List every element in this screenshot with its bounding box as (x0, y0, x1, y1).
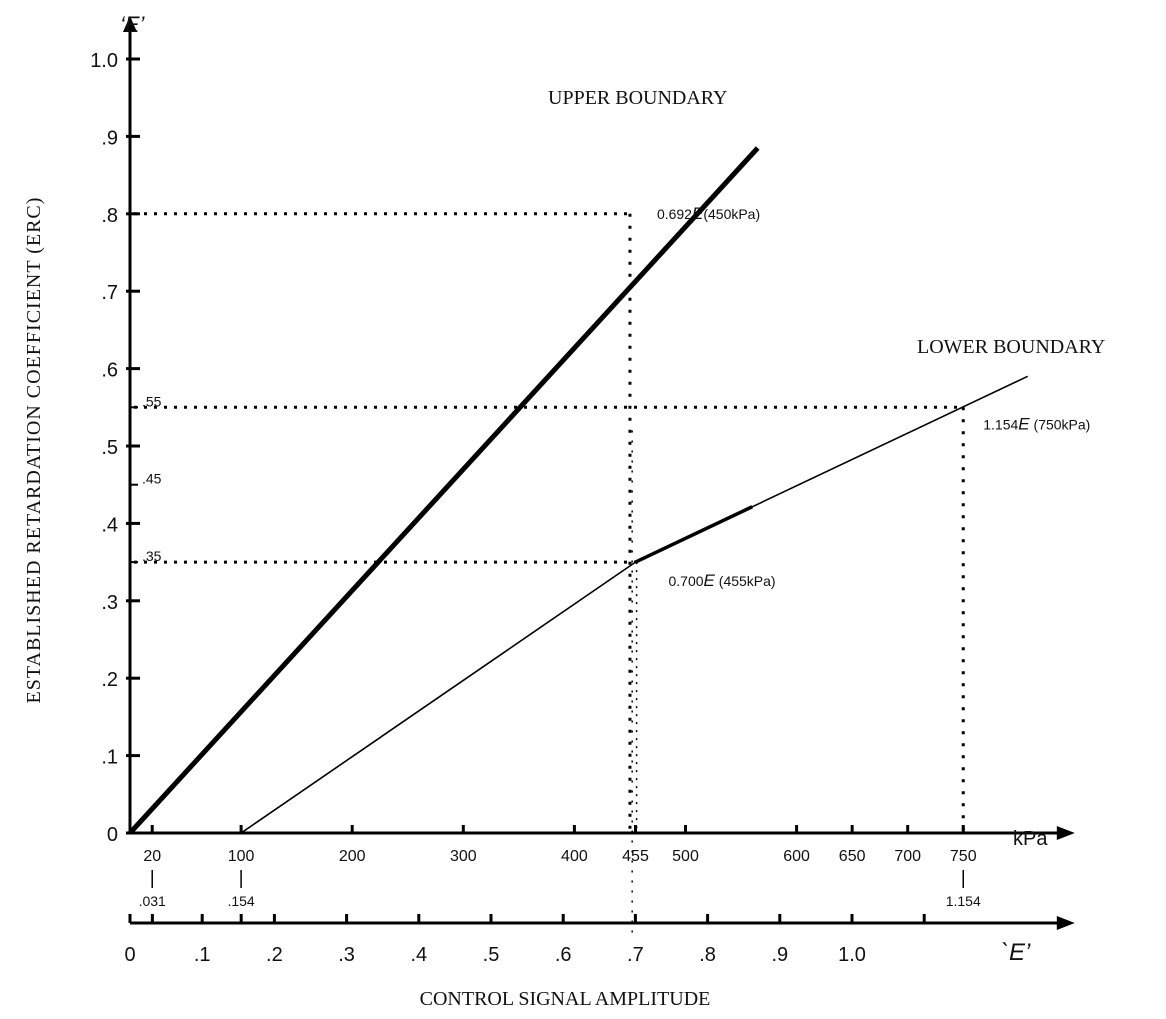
point-annotation: 0.700E (455kPa) (669, 571, 776, 590)
x-tick-label: 750 (950, 848, 977, 865)
y-tick-label: .3 (101, 592, 118, 614)
x-axis-unit: kPa (1013, 828, 1048, 850)
reference-guides (134, 212, 965, 935)
x2-tick-label: .9 (771, 944, 788, 966)
x-tick-label: 650 (839, 848, 866, 865)
axes (123, 16, 1075, 930)
conversion-label: 1.154 (946, 893, 981, 909)
series-label-upper: UPPER BOUNDARY (548, 87, 727, 109)
x2-tick-label: .4 (410, 944, 427, 966)
x-tick-label: 20 (143, 848, 161, 865)
y-tick-label: .6 (101, 360, 118, 382)
x2-axis-symbol: `E’ (1001, 939, 1031, 966)
x2-axis-arrow (1056, 916, 1075, 930)
series-line-lower-thick-segment (634, 505, 753, 564)
y-minor-tick-label: .55 (142, 393, 162, 409)
y-axis-symbol: ‘E’ (120, 12, 146, 37)
x2-tick-label: .6 (555, 944, 572, 966)
tick-layer: 0 .1 .2 .3 .4 .5 .6 .7 .8 .9 1.0 .35 .45 .55 20 100 200 3… (90, 50, 981, 966)
point-annotation: 0.692E(450kPa) (657, 204, 760, 223)
y-tick-label: .2 (101, 669, 118, 691)
y-tick-label: 0 (107, 824, 118, 846)
y-tick-label: .9 (101, 127, 118, 149)
conversion-label: .031 (139, 893, 166, 909)
x2-tick-label: .2 (266, 944, 283, 966)
y-tick-label: .1 (101, 747, 118, 769)
x-tick-label: 100 (228, 848, 255, 865)
y-tick-label: 1.0 (90, 50, 118, 72)
y-tick-label: .7 (101, 282, 118, 304)
x-tick-label: 500 (672, 848, 699, 865)
x2-tick-label: .1 (194, 944, 211, 966)
x-tick-label: 400 (561, 848, 588, 865)
point-annotation: 1.154E (750kPa) (983, 414, 1090, 433)
series-line-lower (240, 375, 1029, 834)
y-minor-tick-label: .45 (142, 471, 162, 487)
x-tick-label: 700 (894, 848, 921, 865)
x-tick-label: 300 (450, 848, 477, 865)
series-label-lower: LOWER BOUNDARY (917, 336, 1105, 358)
x2-tick-label: .8 (699, 944, 716, 966)
y-tick-label: .8 (101, 205, 118, 227)
x-tick-label: 455 (622, 848, 649, 865)
y-axis-label: ESTABLISHED RETARDATION COEFFICIENT (ERC… (23, 197, 45, 704)
series-layer: 0.692E(450kPa) 0.700E (455kPa) 1.154E (750… (128, 146, 1090, 835)
y-tick-label: .4 (101, 514, 118, 536)
y-axis-arrow (123, 16, 137, 32)
x-tick-label: 200 (339, 848, 366, 865)
x2-tick-label: 1.0 (838, 944, 866, 966)
x2-tick-label: .7 (627, 944, 644, 966)
x-axis-arrow (1056, 826, 1075, 840)
y-minor-tick-label: .35 (142, 548, 162, 564)
series-line-upper (128, 146, 760, 835)
y-tick-label: .5 (101, 437, 118, 459)
x2-tick-label: 0 (124, 944, 135, 966)
x-axis-label: CONTROL SIGNAL AMPLITUDE (420, 988, 711, 1010)
x-tick-label: 600 (783, 848, 810, 865)
x2-tick-label: .3 (338, 944, 355, 966)
x2-tick-label: .5 (483, 944, 500, 966)
conversion-label: .154 (227, 893, 254, 909)
